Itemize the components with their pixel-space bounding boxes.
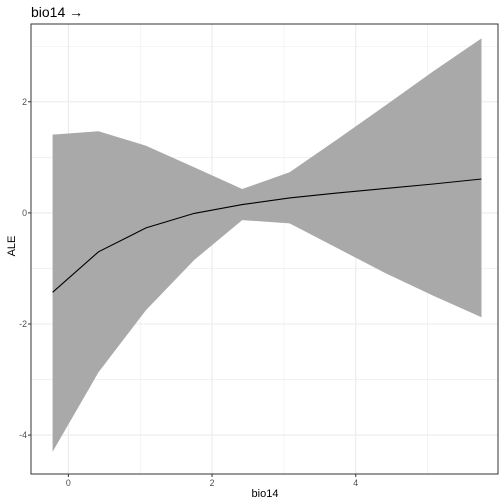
y-axis-ticks: -4 -2 0 2	[19, 97, 31, 440]
chart-title: bio14 →	[31, 4, 83, 20]
y-tick-label: -4	[19, 430, 27, 440]
ale-line	[52, 178, 482, 293]
y-tick-label: 2	[22, 97, 27, 107]
x-axis-label: bio14	[252, 488, 279, 500]
y-tick-label: 0	[22, 208, 27, 218]
confidence-ribbon	[52, 38, 482, 452]
x-tick-label: 4	[353, 478, 358, 488]
y-tick-label: -2	[19, 319, 27, 329]
x-tick-label: 2	[210, 478, 215, 488]
x-tick-label: 0	[66, 478, 71, 488]
panel-border	[30, 23, 499, 475]
x-axis-ticks: 0 2 4	[66, 474, 358, 488]
y-axis-label: ALE	[6, 236, 18, 257]
